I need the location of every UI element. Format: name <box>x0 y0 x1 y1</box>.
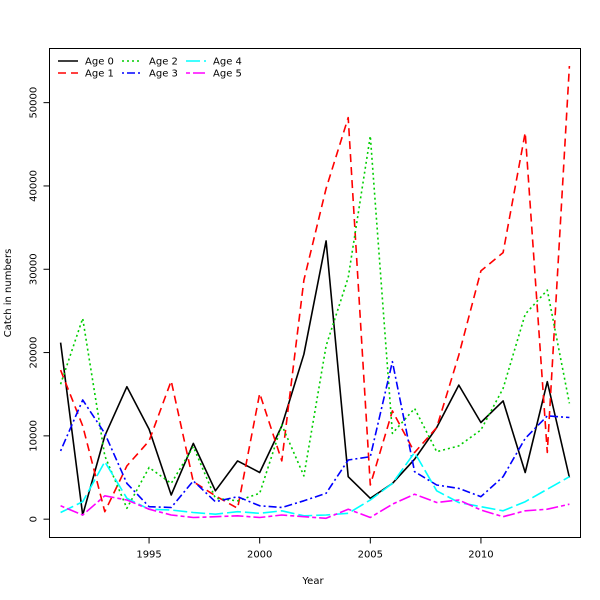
series-line-age-5 <box>60 493 570 520</box>
y-tick-label: 20000 <box>29 337 40 369</box>
legend-label: Age 4 <box>213 57 242 68</box>
series-line-age-4 <box>60 451 570 517</box>
y-tick-label: 40000 <box>29 170 40 202</box>
legend-label: Age 5 <box>213 69 242 80</box>
x-tick-label: 2010 <box>468 550 493 561</box>
series-line-age-2 <box>59 135 571 510</box>
series-layer <box>59 65 571 520</box>
y-tick-label: 50000 <box>29 87 40 119</box>
series-line-age-1 <box>59 65 571 513</box>
y-tick-label: 0 <box>29 516 40 522</box>
series-line-age-3 <box>59 360 570 509</box>
x-tick-label: 2005 <box>358 550 383 561</box>
x-tick-label: 1995 <box>136 550 161 561</box>
x-axis: 1995 2000 2005 2010 <box>136 537 494 561</box>
y-tick-label: 10000 <box>29 420 40 452</box>
legend-label: Age 2 <box>149 57 178 68</box>
y-tick-label: 30000 <box>29 253 40 285</box>
series-line-age-0 <box>59 240 571 516</box>
y-axis-title: Catch in numbers <box>3 249 14 338</box>
plot-frame <box>49 48 581 538</box>
x-axis-title: Year <box>301 576 324 587</box>
x-tick-label: 2000 <box>247 550 272 561</box>
y-axis: 0 10000 20000 30000 40000 50000 <box>29 87 50 522</box>
legend-label: Age 3 <box>149 69 178 80</box>
legend-label: Age 1 <box>85 69 114 80</box>
legend-label: Age 0 <box>85 57 114 68</box>
